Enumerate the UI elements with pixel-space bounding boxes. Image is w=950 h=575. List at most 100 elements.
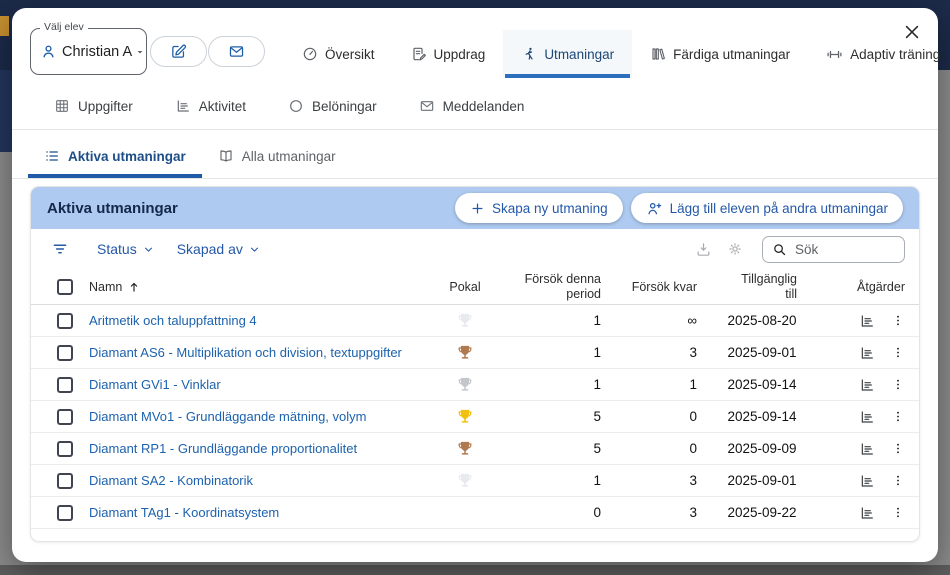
gear-icon[interactable] (724, 238, 746, 260)
viewtab-alla-utmaningar[interactable]: Alla utmaningar (202, 134, 352, 178)
chevron-down-icon (142, 243, 155, 256)
background-app-sidebar (0, 70, 12, 152)
kebab-menu-icon[interactable] (891, 342, 905, 364)
select-all-checkbox[interactable] (57, 278, 73, 295)
plus-icon (470, 201, 485, 216)
kebab-menu-icon[interactable] (891, 470, 905, 492)
available-until-value: 2025-09-22 (727, 505, 797, 520)
subtab-aktivitet[interactable]: Aktivitet (175, 98, 246, 114)
column-attempts-period: Försök denna period (524, 271, 601, 301)
mail-icon (419, 98, 435, 114)
statistics-icon[interactable] (856, 438, 878, 460)
sub-tabs: Uppgifter Aktivitet Belöningar Meddeland… (54, 92, 524, 120)
row-checkbox[interactable] (57, 504, 73, 521)
filter-icon[interactable] (45, 234, 75, 264)
viewtab-label: Aktiva utmaningar (68, 148, 186, 164)
filter-row: Status Skapad av (31, 229, 919, 269)
create-challenge-label: Skapa ny utmaning (492, 200, 608, 216)
statistics-icon[interactable] (856, 310, 878, 332)
mail-icon (228, 43, 245, 60)
row-checkbox[interactable] (57, 344, 73, 361)
statistics-icon[interactable] (856, 470, 878, 492)
attempts-left-value: ∞ (687, 313, 697, 328)
row-checkbox[interactable] (57, 312, 73, 329)
tab-utmaningar[interactable]: Utmaningar (503, 30, 633, 78)
download-icon[interactable] (692, 238, 714, 260)
kebab-menu-icon[interactable] (891, 374, 905, 396)
available-until-value: 2025-09-01 (727, 345, 797, 360)
row-checkbox[interactable] (57, 472, 73, 489)
sort-ascending-icon[interactable] (127, 280, 141, 294)
challenge-link[interactable]: Diamant AS6 - Multiplikation och divisio… (89, 344, 402, 360)
kebab-menu-icon[interactable] (891, 310, 905, 332)
row-checkbox[interactable] (57, 408, 73, 425)
table-row: Diamant AS6 - Multiplikation och divisio… (31, 337, 919, 369)
add-to-challenges-label: Lägg till eleven på andra utmaningar (669, 200, 888, 216)
subtab-meddelanden[interactable]: Meddelanden (419, 98, 524, 114)
tab-fardiga-utmaningar[interactable]: Färdiga utmaningar (632, 30, 808, 78)
panel-title: Aktiva utmaningar (47, 199, 178, 217)
table-row: Diamant TAg1 - Koordinatsystem 0 3 2025-… (31, 497, 919, 529)
student-selector[interactable]: Välj elev Christian A (30, 21, 147, 75)
attempts-period-value: 1 (593, 473, 601, 488)
challenge-link[interactable]: Diamant SA2 - Kombinatorik (89, 472, 254, 488)
close-icon[interactable] (899, 19, 925, 45)
search-icon (772, 242, 787, 257)
kebab-menu-icon[interactable] (891, 438, 905, 460)
tab-uppdrag[interactable]: Uppdrag (393, 30, 504, 78)
grid-icon (54, 98, 70, 114)
statistics-icon[interactable] (856, 406, 878, 428)
person-plus-icon (646, 200, 663, 217)
created-by-filter-dropdown[interactable]: Skapad av (177, 241, 261, 257)
trophy-icon (455, 439, 475, 459)
attempts-period-value: 5 (593, 441, 601, 456)
status-filter-dropdown[interactable]: Status (97, 241, 155, 257)
kebab-menu-icon[interactable] (891, 406, 905, 428)
statistics-icon[interactable] (856, 502, 878, 524)
trophy-icon (455, 343, 475, 363)
tab-oversikt[interactable]: Översikt (284, 30, 393, 78)
challenge-link[interactable]: Aritmetik och taluppfattning 4 (89, 312, 257, 328)
table-row: Diamant GVi1 - Vinklar 1 1 2025-09-14 (31, 369, 919, 401)
student-dialog: Välj elev Christian A Översikt (12, 8, 940, 562)
challenge-link[interactable]: Diamant GVi1 - Vinklar (89, 376, 221, 392)
table-row: Diamant SA2 - Kombinatorik 1 3 2025-09-0… (31, 465, 919, 497)
kebab-menu-icon[interactable] (891, 502, 905, 524)
search-input[interactable] (795, 241, 890, 257)
column-name[interactable]: Namn (89, 279, 123, 294)
active-challenges-panel: Aktiva utmaningar Skapa ny utmaning Lägg… (30, 186, 920, 542)
add-to-challenges-button[interactable]: Lägg till eleven på andra utmaningar (630, 193, 903, 223)
selected-student-name: Christian A (62, 43, 133, 60)
tab-label: Uppdrag (433, 46, 486, 62)
statistics-icon[interactable] (856, 374, 878, 396)
tab-adaptiv-traning[interactable]: Adaptiv träning (808, 30, 950, 78)
create-challenge-button[interactable]: Skapa ny utmaning (455, 193, 623, 223)
tab-label: Adaptiv träning (850, 46, 941, 62)
challenge-link[interactable]: Diamant TAg1 - Koordinatsystem (89, 504, 280, 520)
row-checkbox[interactable] (57, 376, 73, 393)
search-box (762, 235, 905, 263)
tab-label: Färdiga utmaningar (673, 46, 791, 62)
chart-icon (175, 98, 191, 114)
available-until-value: 2025-08-20 (727, 313, 797, 328)
attempts-period-value: 0 (593, 505, 601, 520)
subtab-label: Aktivitet (198, 98, 247, 114)
gauge-icon (302, 46, 318, 62)
subtab-uppgifter[interactable]: Uppgifter (54, 98, 133, 114)
attempts-period-value: 1 (593, 345, 601, 360)
challenge-link[interactable]: Diamant MVo1 - Grundläggande mätning, vo… (89, 408, 367, 424)
challenge-link[interactable]: Diamant RP1 - Grundläggande proportional… (89, 440, 358, 456)
statistics-icon[interactable] (856, 342, 878, 364)
tab-label: Utmaningar (544, 46, 615, 62)
attempts-left-value: 1 (689, 377, 697, 392)
main-tabs: Översikt Uppdrag Utmaningar Färdiga utma… (284, 30, 950, 78)
row-checkbox[interactable] (57, 440, 73, 457)
hiker-icon (521, 46, 537, 62)
divider (12, 178, 938, 179)
attempts-left-value: 0 (689, 441, 697, 456)
dumbbell-icon (826, 46, 843, 63)
subtab-beloningar[interactable]: Belöningar (288, 98, 377, 114)
viewtab-aktiva-utmaningar[interactable]: Aktiva utmaningar (28, 134, 202, 178)
edit-student-button[interactable] (150, 36, 207, 67)
message-student-button[interactable] (208, 36, 265, 67)
